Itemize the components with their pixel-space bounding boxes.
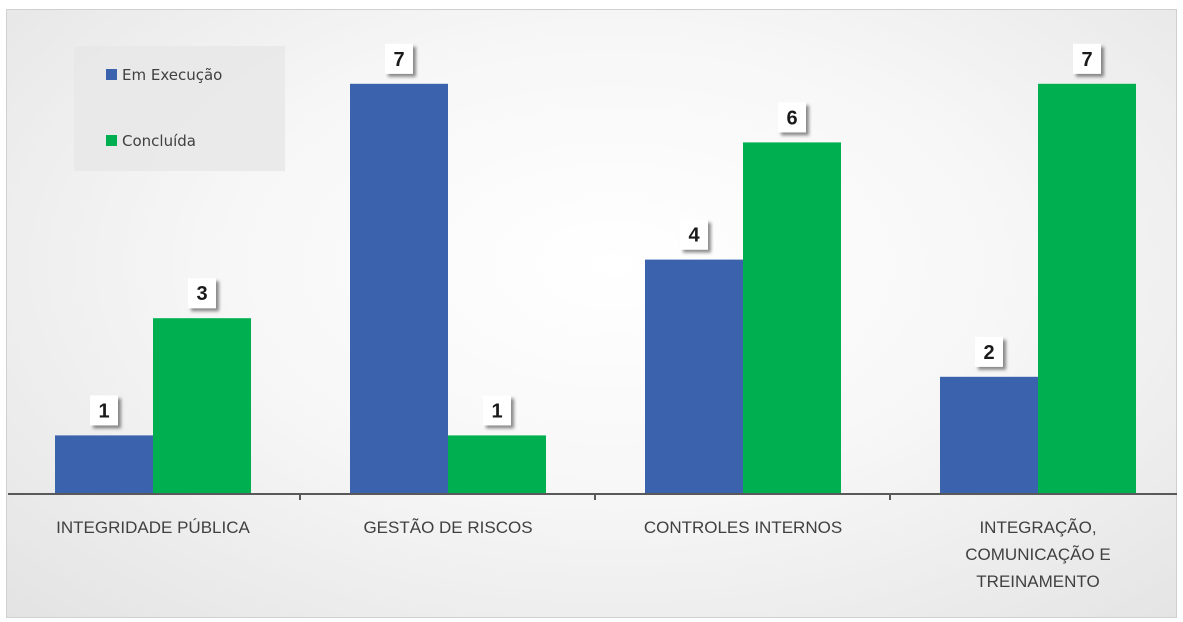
data-label-box [975, 336, 1003, 367]
bars [55, 83, 1136, 495]
data-label: 2 [975, 336, 1003, 367]
data-label-value: 1 [491, 400, 502, 422]
category-label: GESTÃO DE RISCOS [363, 518, 532, 537]
data-label-value: 3 [196, 283, 207, 305]
data-label-value: 2 [983, 342, 994, 364]
category-label-line: COMUNICAÇÃO E [965, 545, 1110, 564]
data-label-box [483, 395, 511, 426]
data-label-value: 4 [688, 225, 700, 247]
legend-background [74, 46, 285, 171]
bar-concluida-1 [448, 435, 546, 494]
bar-em-execucao-1 [350, 83, 448, 495]
data-label: 4 [680, 219, 708, 250]
bar-em-execucao-2 [645, 259, 743, 494]
data-label-box [778, 102, 806, 133]
data-label-value: 7 [1081, 49, 1092, 71]
data-label: 7 [1073, 43, 1101, 74]
category-label-line: INTEGRIDADE PÚBLICA [56, 518, 250, 537]
bar-em-execucao-0 [55, 435, 153, 494]
data-label-value: 6 [786, 107, 797, 129]
category-labels: INTEGRIDADE PÚBLICA GESTÃO DE RISCOS CONTR… [56, 518, 1111, 591]
data-label: 1 [483, 395, 511, 426]
data-label-box [90, 395, 118, 426]
category-label-line: INTEGRAÇÃO, [979, 518, 1096, 537]
bar-em-execucao-3 [940, 376, 1038, 494]
data-label-value: 1 [98, 400, 109, 422]
bar-concluida-3 [1038, 83, 1136, 495]
data-label-box [1073, 43, 1101, 74]
bar-concluida-0 [153, 318, 251, 494]
legend-swatch [106, 135, 117, 146]
bar-concluida-2 [743, 142, 841, 494]
data-label-value: 7 [393, 49, 404, 71]
data-labels: 1 7 4 2 3 1 6 7 [90, 43, 1101, 426]
legend: Em Execução Concluída [74, 46, 285, 171]
data-label-box [188, 278, 216, 309]
data-label: 7 [385, 43, 413, 74]
category-label-line: GESTÃO DE RISCOS [363, 518, 532, 537]
category-label: INTEGRIDADE PÚBLICA [56, 518, 250, 537]
data-label: 1 [90, 395, 118, 426]
x-axis [8, 493, 1177, 500]
data-label-box [385, 43, 413, 74]
category-label: CONTROLES INTERNOS [644, 518, 842, 537]
category-label: INTEGRAÇÃO, COMUNICAÇÃO E TREINAMENTO [965, 518, 1110, 591]
legend-label: Concluída [122, 132, 196, 150]
data-label: 6 [778, 102, 806, 133]
data-label: 3 [188, 278, 216, 309]
legend-swatch [106, 69, 117, 80]
category-label-line: CONTROLES INTERNOS [644, 518, 842, 537]
category-label-line: TREINAMENTO [976, 572, 1099, 591]
data-label-box [680, 219, 708, 250]
legend-label: Em Execução [122, 66, 222, 84]
